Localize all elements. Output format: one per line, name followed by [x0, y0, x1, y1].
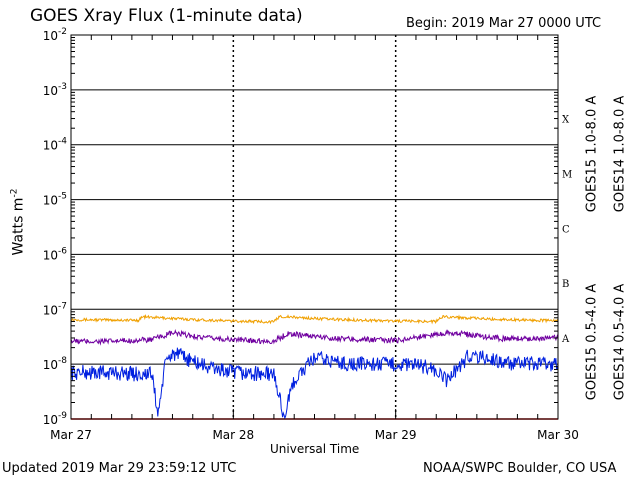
y-tick-label: 10-2	[43, 27, 67, 43]
flare-class-m: M	[562, 169, 572, 180]
y-tick-exponent: -6	[58, 246, 67, 256]
flare-class-a: A	[561, 334, 570, 345]
y-tick-exponent: -2	[58, 27, 67, 37]
y-axis-label: Watts m-2	[10, 189, 27, 256]
x-axis-label: Universal Time	[270, 442, 360, 456]
y-tick-exponent: -7	[58, 301, 67, 311]
y-axis-label-text: Watts m	[10, 197, 27, 256]
legend-goes14-long: GOES14 1.0-8.0 A	[612, 95, 628, 213]
data-source: NOAA/SWPC Boulder, CO USA	[423, 461, 617, 476]
chart-title: GOES Xray Flux (1-minute data)	[30, 6, 303, 26]
begin-time: Begin: 2019 Mar 27 0000 UTC	[406, 16, 602, 31]
legend-goes15-short: GOES15 0.5-4.0 A	[584, 283, 600, 401]
y-tick-exponent: -9	[58, 411, 67, 421]
y-tick-label: 10-8	[43, 356, 68, 372]
y-tick-label: 10-3	[43, 82, 67, 98]
x-tick-label: Mar 28	[212, 428, 254, 442]
tick-labels: 10-9 10-8 10-7 10-6 10-5 10-4 10-3 10-2 Mar 27 Ma…	[43, 27, 579, 442]
series-line-3	[70, 329, 559, 346]
y-tick-exponent: -5	[58, 192, 67, 202]
y-tick-label: 10-9	[43, 411, 68, 427]
y-tick-exponent: -4	[58, 137, 67, 147]
x-tick-label: Mar 27	[50, 428, 92, 442]
flare-class-b: B	[562, 279, 569, 290]
series-line-2	[70, 347, 559, 420]
grid-lines	[71, 34, 558, 420]
y-axis-label-exponent: -2	[9, 188, 20, 198]
flare-class-c: C	[562, 224, 570, 235]
series-line-1	[70, 313, 559, 325]
legend-goes15-long: GOES15 1.0-8.0 A	[584, 95, 600, 213]
y-tick-label: 10-6	[43, 246, 68, 262]
x-tick-label: Mar 30	[537, 428, 579, 442]
series-lines	[70, 313, 559, 420]
plot-frame	[70, 34, 559, 420]
x-tick-label: Mar 29	[375, 428, 417, 442]
updated-timestamp: Updated 2019 Mar 29 23:59:12 UTC	[2, 461, 237, 476]
legend-goes14-short: GOES14 0.5-4.0 A	[612, 283, 628, 401]
flare-class-x: X	[562, 115, 570, 126]
y-tick-exponent: -8	[58, 356, 67, 366]
y-tick-label: 10-5	[43, 192, 67, 208]
y-tick-label: 10-7	[43, 301, 67, 317]
y-tick-label: 10-4	[43, 137, 68, 153]
flare-class-labels: X M C B A	[561, 115, 572, 345]
axis-ticks	[70, 35, 559, 419]
y-tick-exponent: -3	[58, 82, 67, 92]
